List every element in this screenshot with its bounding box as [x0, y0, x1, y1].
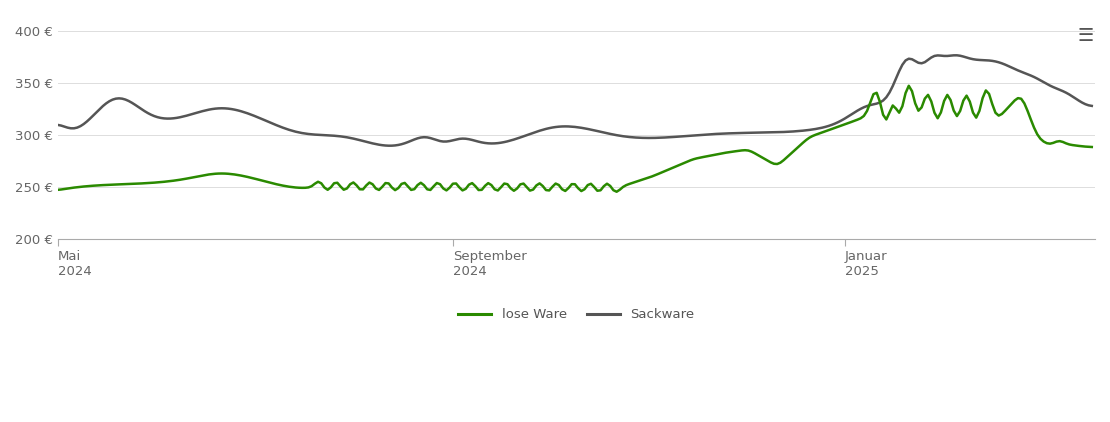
Text: ☰: ☰ [1077, 27, 1093, 46]
Legend: lose Ware, Sackware: lose Ware, Sackware [453, 303, 699, 327]
